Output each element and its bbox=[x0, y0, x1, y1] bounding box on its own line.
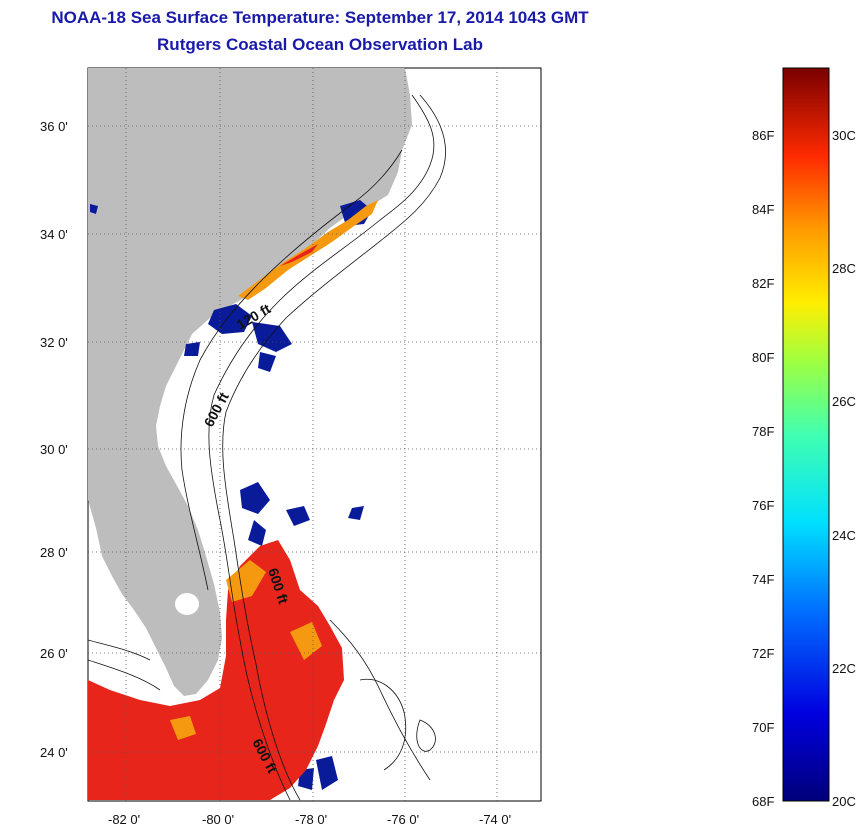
colorbar-f-label: 80F bbox=[752, 350, 774, 365]
colorbar-f-label: 72F bbox=[752, 646, 774, 661]
colorbar-f-label: 78F bbox=[752, 424, 774, 439]
sst-warm-patch bbox=[170, 716, 196, 740]
lat-tick-label: 36 0' bbox=[40, 119, 68, 134]
lon-tick-label: -74 0' bbox=[479, 812, 511, 827]
land-mainland bbox=[88, 68, 412, 696]
colorbar-f-label: 86F bbox=[752, 128, 774, 143]
sst-warm-patch bbox=[290, 622, 322, 660]
lat-tick-label: 32 0' bbox=[40, 335, 68, 350]
colorbar-f-label: 68F bbox=[752, 794, 774, 809]
lon-axis: -82 0' -80 0' -78 0' -76 0' -74 0' bbox=[108, 812, 511, 827]
colorbar-c-label: 28C bbox=[832, 261, 856, 276]
lon-tick-label: -80 0' bbox=[202, 812, 234, 827]
lon-tick-label: -76 0' bbox=[387, 812, 419, 827]
lon-tick-label: -82 0' bbox=[108, 812, 140, 827]
colorbar-c-labels: 30C 28C 26C 24C 22C 20C bbox=[832, 128, 856, 809]
map-title: NOAA-18 Sea Surface Temperature: Septemb… bbox=[51, 8, 589, 27]
colorbar-c-label: 26C bbox=[832, 394, 856, 409]
lat-tick-label: 26 0' bbox=[40, 646, 68, 661]
sst-warm-patch bbox=[226, 560, 266, 602]
sst-hot-streak bbox=[280, 244, 318, 266]
colorbar-c-label: 24C bbox=[832, 528, 856, 543]
lat-axis: 36 0' 34 0' 32 0' 30 0' 28 0' 26 0' 24 0… bbox=[40, 119, 68, 760]
lat-tick-label: 34 0' bbox=[40, 227, 68, 242]
colorbar-f-label: 82F bbox=[752, 276, 774, 291]
colorbar-f-label: 70F bbox=[752, 720, 774, 735]
colorbar-c-label: 20C bbox=[832, 794, 856, 809]
colorbar-c-label: 30C bbox=[832, 128, 856, 143]
lat-tick-label: 30 0' bbox=[40, 442, 68, 457]
map-subtitle: Rutgers Coastal Ocean Observation Lab bbox=[157, 35, 483, 54]
colorbar bbox=[782, 67, 830, 802]
lat-tick-label: 28 0' bbox=[40, 545, 68, 560]
colorbar-f-label: 74F bbox=[752, 572, 774, 587]
lake-okeechobee bbox=[175, 593, 199, 615]
lon-tick-label: -78 0' bbox=[295, 812, 327, 827]
colorbar-f-label: 84F bbox=[752, 202, 774, 217]
colorbar-f-label: 76F bbox=[752, 498, 774, 513]
bathymetry-contours bbox=[88, 94, 446, 801]
lat-tick-label: 24 0' bbox=[40, 745, 68, 760]
colorbar-c-label: 22C bbox=[832, 661, 856, 676]
sst-cold-patches bbox=[90, 200, 372, 790]
colorbar-f-labels: 86F 84F 82F 80F 78F 76F 74F 72F 70F 68F bbox=[752, 128, 774, 809]
sst-hot-region bbox=[88, 540, 344, 800]
